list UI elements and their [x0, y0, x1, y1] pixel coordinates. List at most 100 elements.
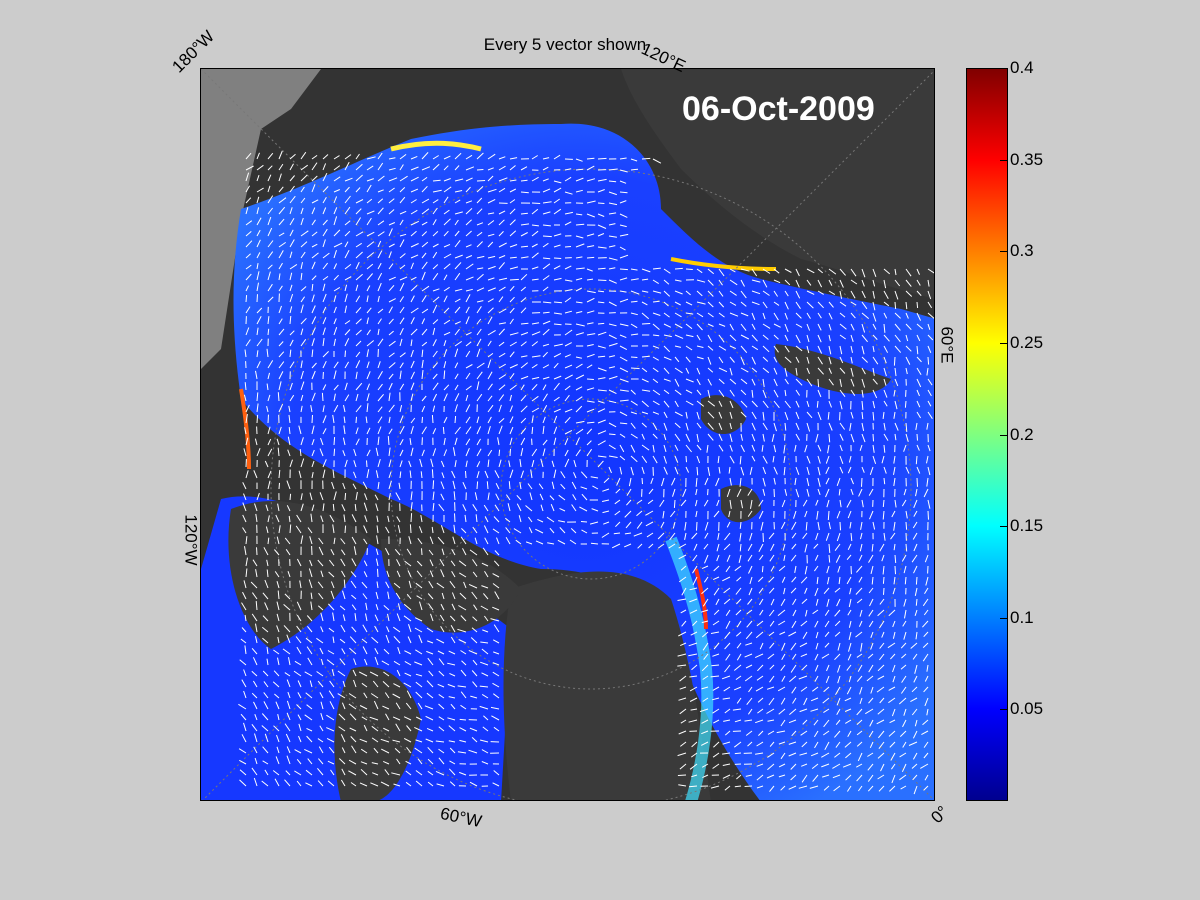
drift-vector	[520, 470, 524, 479]
drift-vector	[300, 535, 304, 545]
drift-vector	[468, 583, 478, 589]
drift-vector	[451, 470, 456, 479]
drift-vector	[490, 618, 500, 622]
drift-vector	[332, 414, 335, 424]
drift-vector	[713, 719, 720, 724]
drift-vector	[553, 187, 562, 193]
drift-vector	[443, 209, 450, 215]
drift-vector	[388, 340, 396, 347]
drift-vector	[256, 350, 259, 358]
drift-vector	[792, 598, 797, 605]
drift-vector	[311, 305, 316, 314]
drift-vector	[360, 748, 368, 754]
drift-vector	[498, 352, 506, 358]
drift-vector	[916, 323, 924, 330]
drift-vector	[410, 220, 420, 226]
drift-vector	[769, 609, 775, 617]
drift-vector	[597, 224, 607, 229]
drift-vector	[432, 480, 435, 490]
drift-vector	[450, 636, 456, 644]
drift-vector	[410, 360, 415, 369]
drift-vector	[399, 233, 407, 237]
drift-vector	[351, 558, 357, 567]
drift-vector	[300, 197, 306, 204]
drift-vector	[922, 719, 929, 726]
drift-vector	[498, 425, 503, 435]
drift-vector	[608, 202, 618, 206]
drift-vector	[408, 536, 412, 545]
drift-vector	[366, 252, 375, 259]
drift-vector	[278, 186, 284, 193]
drift-vector	[476, 267, 484, 270]
drift-vector	[718, 444, 724, 452]
drift-vector	[421, 221, 428, 226]
drift-vector	[652, 400, 660, 406]
drift-vector	[801, 763, 808, 767]
drift-vector	[856, 708, 863, 716]
drift-vector	[454, 211, 463, 215]
drift-vector	[366, 307, 372, 314]
drift-vector	[310, 405, 313, 413]
drift-vector	[318, 592, 324, 600]
drift-vector	[415, 582, 423, 589]
drift-vector	[692, 620, 698, 626]
drift-vector	[509, 416, 514, 424]
drift-vector	[388, 298, 396, 303]
label-120w: 120°W	[181, 514, 201, 566]
drift-vector	[810, 752, 819, 757]
drift-vector	[912, 774, 918, 781]
drift-vector	[405, 770, 412, 776]
drift-vector	[883, 312, 888, 319]
drift-vector	[740, 389, 747, 396]
drift-vector	[399, 296, 405, 303]
drift-vector	[432, 155, 439, 160]
drift-vector	[321, 392, 324, 402]
drift-vector	[399, 210, 407, 215]
drift-vector	[663, 279, 670, 285]
drift-vector	[801, 664, 808, 671]
drift-vector	[914, 719, 918, 727]
drift-vector	[575, 213, 583, 216]
drift-vector	[823, 587, 830, 595]
drift-vector	[788, 752, 797, 757]
drift-vector	[707, 422, 714, 430]
drift-vector	[409, 524, 412, 534]
drift-vector	[410, 254, 419, 259]
drift-vector	[375, 591, 379, 600]
drift-vector	[834, 653, 841, 661]
drift-vector	[427, 770, 434, 776]
drift-vector	[597, 460, 604, 468]
drift-vector	[597, 267, 606, 270]
drift-vector	[893, 477, 896, 487]
drift-vector	[278, 351, 285, 358]
drift-vector	[278, 426, 282, 435]
drift-vector	[531, 176, 539, 182]
drift-vector	[454, 165, 460, 171]
drift-vector	[564, 279, 573, 282]
drift-vector	[243, 448, 247, 457]
drift-vector	[274, 549, 280, 556]
drift-vector	[311, 460, 315, 468]
drift-vector	[432, 319, 439, 325]
drift-vector	[693, 543, 698, 551]
drift-vector	[751, 323, 756, 330]
drift-vector	[844, 708, 852, 712]
drift-vector	[383, 727, 390, 732]
drift-vector	[476, 300, 484, 303]
drift-vector	[630, 422, 636, 429]
drift-vector	[395, 492, 401, 501]
drift-vector	[305, 769, 313, 776]
drift-vector	[353, 658, 357, 666]
drift-vector	[330, 590, 335, 600]
drift-vector	[691, 774, 698, 778]
drift-vector	[768, 576, 775, 583]
drift-vector	[696, 433, 699, 443]
drift-vector	[241, 734, 247, 743]
drift-vector	[266, 658, 269, 666]
drift-vector	[362, 481, 368, 490]
drift-vector	[630, 433, 638, 439]
drift-vector	[239, 759, 247, 765]
drift-vector	[278, 173, 282, 182]
drift-vector	[784, 301, 789, 310]
drift-vector	[674, 378, 680, 387]
